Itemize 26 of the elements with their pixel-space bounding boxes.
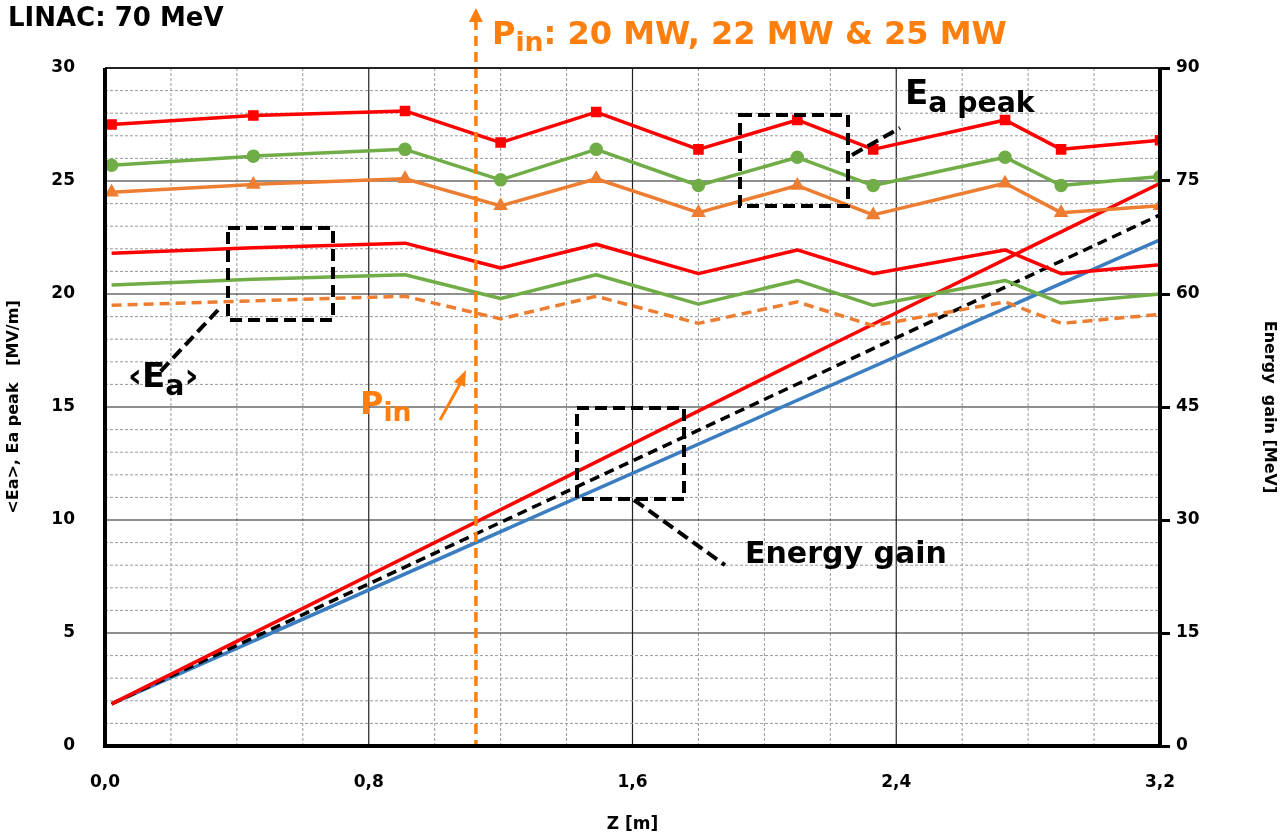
y-tick-label: 10 [51, 508, 76, 529]
y2-tick-label: 30 [1176, 508, 1200, 529]
y2-tick-label: 15 [1176, 621, 1200, 642]
y2-tick-label: 45 [1176, 395, 1200, 416]
x-tick-label: 0,0 [89, 770, 121, 791]
y2-tick-label: 60 [1176, 282, 1200, 303]
y-tick-label: 30 [51, 56, 76, 77]
y2-tick-label: 90 [1176, 56, 1200, 77]
x-tick-label: 1,6 [617, 770, 648, 791]
y2-tick-label: 0 [1176, 734, 1188, 755]
y-tick-label: 20 [51, 282, 76, 303]
y-tick-label: 25 [51, 169, 75, 190]
x-tick-label: 3,2 [1144, 770, 1176, 791]
text: P$_{in}$: 20 MW, 22 MW & 25 MW [492, 14, 1007, 58]
annotation: E$_{a peak}$ [905, 72, 1035, 119]
y2-tick-label: 75 [1176, 169, 1200, 190]
chart-title: LINAC: 70 MeV [8, 2, 224, 32]
y2-axis-title: Energy gain [MeV] [1261, 320, 1281, 494]
y-tick-label: 15 [51, 395, 75, 416]
annotation: ‹E$_{a}$› [128, 355, 199, 402]
x-tick-label: 0,8 [353, 770, 384, 791]
x-tick-label: 2,4 [881, 770, 912, 791]
y-tick-label: 0 [63, 734, 76, 755]
y-tick-label: 5 [63, 621, 75, 642]
x-axis-title: Z [m] [606, 813, 659, 834]
y-axis-title: <Ea>, Ea peak [MV/m] [2, 300, 22, 514]
